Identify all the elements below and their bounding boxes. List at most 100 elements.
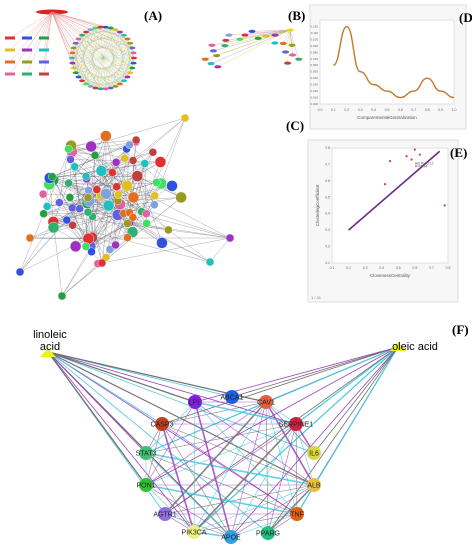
network-node bbox=[79, 34, 85, 37]
network-node bbox=[295, 58, 302, 61]
tick-label: 0.1 bbox=[331, 108, 336, 112]
network-node bbox=[93, 186, 101, 194]
panel-label-a: (A) bbox=[144, 8, 162, 24]
network-node bbox=[226, 234, 234, 242]
network-node bbox=[129, 213, 137, 221]
network-node bbox=[73, 71, 79, 74]
network-node bbox=[69, 62, 75, 65]
network-node bbox=[5, 73, 15, 76]
network-node bbox=[143, 219, 151, 227]
network-node bbox=[127, 71, 133, 74]
network-edge bbox=[48, 352, 162, 424]
network-node bbox=[69, 51, 75, 54]
network-edge bbox=[52, 12, 111, 28]
network-node bbox=[76, 38, 82, 41]
network-node bbox=[221, 44, 228, 47]
tick-label: 1.0 bbox=[452, 108, 457, 112]
network-node bbox=[83, 233, 94, 244]
panel-e-chart: 0.10.10.20.20.30.30.40.40.50.50.60.60.70… bbox=[308, 140, 458, 302]
network-node bbox=[286, 28, 294, 31]
network-node bbox=[117, 83, 123, 86]
network-node bbox=[126, 141, 134, 149]
gene-label: ABCA1 bbox=[221, 395, 244, 402]
network-edge bbox=[161, 118, 185, 184]
scatter-point bbox=[410, 158, 412, 160]
network-node bbox=[5, 49, 15, 52]
network-node bbox=[132, 171, 143, 182]
network-node bbox=[103, 200, 114, 211]
network-edge bbox=[232, 347, 398, 397]
gene-label: STAT3 bbox=[136, 451, 157, 458]
network-node bbox=[39, 37, 49, 40]
network-node bbox=[91, 151, 99, 159]
network-edge bbox=[48, 352, 195, 402]
network-node bbox=[151, 192, 159, 200]
tick-label: 0.060 bbox=[310, 63, 318, 67]
network-node bbox=[22, 37, 32, 40]
network-node bbox=[63, 216, 71, 224]
network-edge bbox=[10, 12, 52, 38]
network-node bbox=[131, 57, 137, 60]
network-node bbox=[92, 87, 98, 90]
network-node bbox=[86, 141, 97, 152]
network-node bbox=[88, 28, 94, 31]
tick-label: 0.120 bbox=[310, 24, 318, 28]
network-node bbox=[71, 47, 77, 50]
tick-label: 0.7 bbox=[429, 266, 434, 270]
network-node bbox=[132, 136, 140, 144]
panel-b-network bbox=[202, 28, 303, 68]
network-node bbox=[289, 53, 296, 56]
network-node bbox=[83, 31, 89, 34]
panel-label-e: (E) bbox=[450, 145, 467, 161]
scatter-point bbox=[389, 160, 391, 162]
panel-label-d: (D) bbox=[459, 10, 472, 26]
network-node bbox=[152, 178, 160, 186]
network-node bbox=[22, 61, 32, 64]
network-node bbox=[123, 234, 131, 242]
network-edge bbox=[231, 347, 398, 537]
tick-label: 0.3 bbox=[325, 228, 330, 232]
panel-label-f: (F) bbox=[452, 322, 469, 338]
network-node bbox=[84, 208, 92, 216]
network-edge bbox=[48, 352, 146, 453]
network-node bbox=[48, 222, 59, 233]
gene-label: ALB bbox=[307, 483, 321, 490]
gene-label: TNF bbox=[290, 512, 304, 519]
network-node bbox=[236, 38, 243, 41]
network-node bbox=[149, 148, 157, 156]
network-node bbox=[141, 159, 149, 167]
network-node bbox=[103, 87, 109, 90]
tick-label: 0.2 bbox=[325, 245, 330, 249]
network-node bbox=[39, 61, 49, 64]
network-node bbox=[208, 44, 215, 47]
network-edge bbox=[48, 352, 146, 485]
network-node bbox=[280, 42, 287, 45]
network-node bbox=[213, 54, 220, 57]
network-edge bbox=[194, 402, 195, 532]
network-node bbox=[108, 27, 114, 30]
network-node bbox=[222, 39, 229, 42]
network-node bbox=[108, 169, 116, 177]
gene-label: PON1 bbox=[136, 483, 155, 490]
network-node bbox=[282, 50, 289, 53]
tick-label: 0.2 bbox=[344, 108, 349, 112]
panel-a-network bbox=[5, 10, 137, 91]
tick-label: 0.8 bbox=[446, 266, 451, 270]
network-node bbox=[65, 145, 73, 153]
x-axis-label: ComparementalCentralization bbox=[357, 115, 417, 120]
tick-label: 0.4 bbox=[325, 212, 330, 216]
x-axis-label: ClosenessCentrality bbox=[370, 273, 411, 278]
network-node bbox=[249, 30, 256, 33]
network-node bbox=[39, 190, 47, 198]
tick-label: 0.8 bbox=[325, 146, 330, 150]
network-node bbox=[124, 76, 130, 79]
network-edge bbox=[27, 12, 52, 74]
network-node bbox=[206, 258, 214, 266]
network-node bbox=[262, 35, 269, 38]
network-node bbox=[68, 204, 76, 212]
y-axis-label: ClusteringCoefficient bbox=[315, 184, 320, 226]
network-node bbox=[127, 42, 133, 45]
network-node bbox=[225, 33, 232, 36]
panel-c-network bbox=[16, 114, 234, 300]
network-edge bbox=[48, 352, 296, 424]
